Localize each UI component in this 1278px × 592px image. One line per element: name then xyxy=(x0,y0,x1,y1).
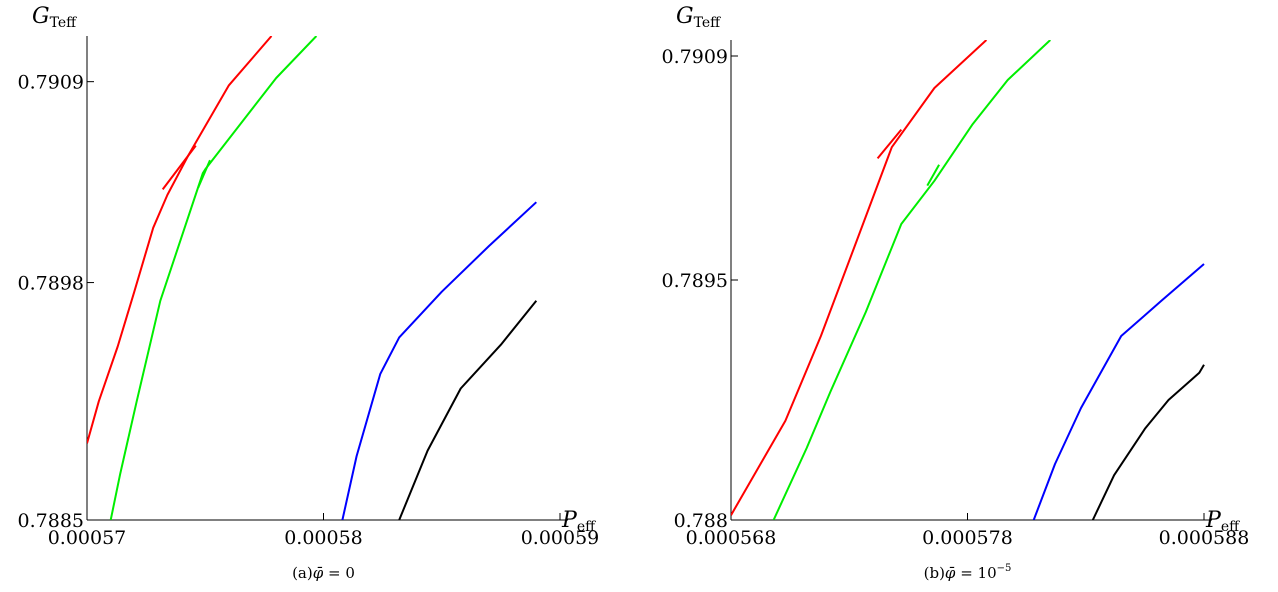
x-axis-label-sub: eff xyxy=(1221,519,1240,535)
series-line-1 xyxy=(161,144,197,191)
series-line-5 xyxy=(398,300,538,520)
y-axis-label: GTeff xyxy=(32,4,77,31)
series-line-0 xyxy=(731,40,988,516)
y-tick-label: 0.7909 xyxy=(662,46,728,68)
series-line-3 xyxy=(197,159,211,188)
y-axis-label: GTeff xyxy=(676,4,721,31)
y-tick-label: 0.7909 xyxy=(18,72,84,94)
chart-caption: (a)φ̄ = 0 xyxy=(292,564,355,582)
series-line-3 xyxy=(926,164,940,187)
y-tick-label: 0.7895 xyxy=(662,270,728,292)
x-tick-label: 0.00059 xyxy=(521,527,600,549)
x-tick-label: 0.000588 xyxy=(1159,527,1250,549)
x-tick-label: 0.00057 xyxy=(48,527,127,549)
caption-prefix: (b) xyxy=(924,564,945,582)
series-line-4 xyxy=(1032,263,1205,520)
caption-symbol: φ̄ xyxy=(945,564,956,582)
caption-exponent: −5 xyxy=(997,563,1012,574)
chart-b: 0.000568 0.000578 0.000588 0.788 0.7895 0.790… xyxy=(662,4,1250,582)
y-tick-label: 0.7885 xyxy=(18,510,84,532)
series-line-0 xyxy=(87,36,273,444)
y-axis-label-sub: Teff xyxy=(694,15,722,31)
caption-prefix: (a) xyxy=(292,564,313,582)
x-tick-label: 0.00058 xyxy=(284,527,363,549)
x-axis-label: Peff xyxy=(1205,508,1240,535)
y-axis-label-main: G xyxy=(32,4,50,29)
y-axis-label-sub: Teff xyxy=(50,15,78,31)
x-tick-label: 0.000578 xyxy=(922,527,1013,549)
y-tick-label: 0.7898 xyxy=(18,273,84,295)
x-axis-label-main: P xyxy=(1205,508,1222,533)
series-line-2 xyxy=(109,36,318,520)
chart-caption: (b)φ̄ = 10−5 xyxy=(924,563,1012,582)
x-axis-label-sub: eff xyxy=(577,519,596,535)
y-axis-label-main: G xyxy=(676,4,694,29)
series-line-5 xyxy=(1091,364,1205,520)
caption-symbol: φ̄ xyxy=(313,564,324,582)
caption-rest: = 10 xyxy=(955,564,996,582)
series-line-4 xyxy=(341,201,537,520)
x-axis-label-main: P xyxy=(561,508,578,533)
y-tick-label: 0.788 xyxy=(674,510,728,532)
x-axis-label: Peff xyxy=(561,508,596,535)
x-tick-label: 0.000568 xyxy=(686,527,777,549)
chart-a: 0.00057 0.00058 0.00059 0.7885 0.7898 0.7909 G… xyxy=(18,4,600,582)
caption-rest: = 0 xyxy=(323,564,355,582)
series-line-1 xyxy=(876,128,903,160)
series-line-2 xyxy=(772,40,1051,520)
